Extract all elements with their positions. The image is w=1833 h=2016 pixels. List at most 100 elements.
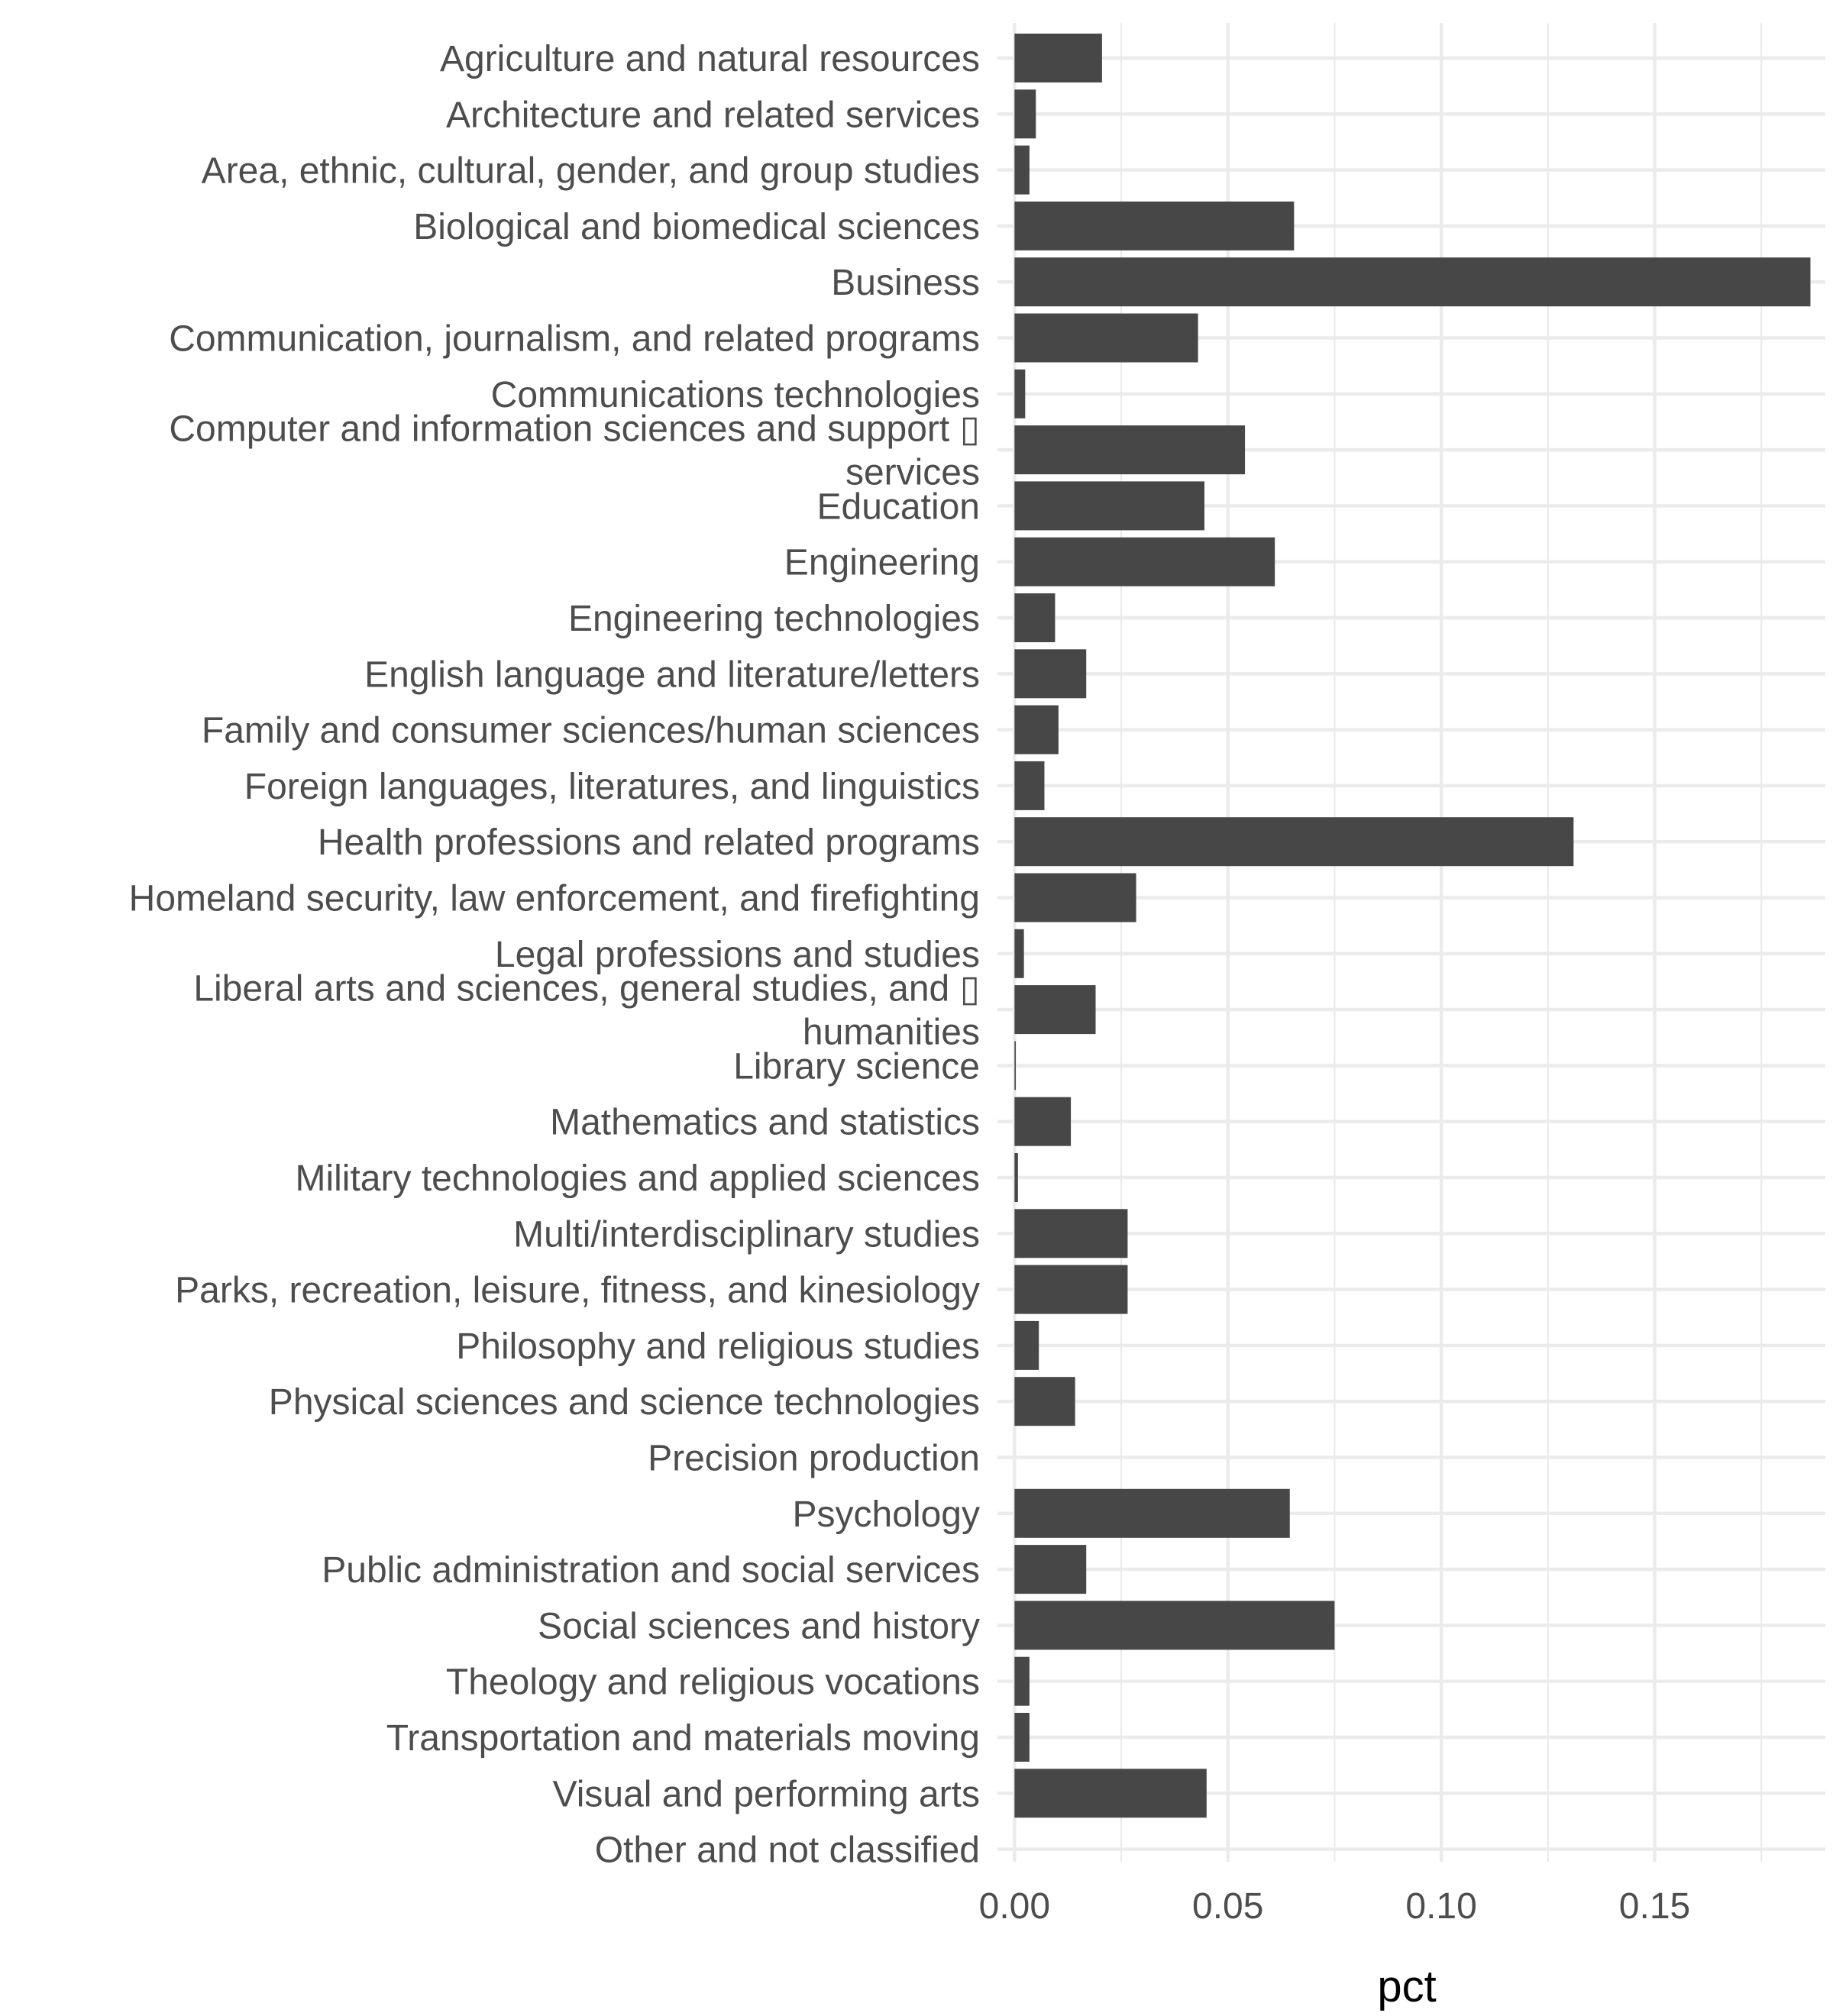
y-tick-label: Transportation and materials moving xyxy=(386,1718,980,1759)
bar xyxy=(1014,145,1030,195)
y-tick-label-line: Agriculture and natural resources xyxy=(440,39,980,79)
y-tick-label: Area, ethnic, cultural, gender, and grou… xyxy=(202,151,980,192)
bar xyxy=(1014,257,1811,307)
y-tick-label: Engineering xyxy=(784,543,980,583)
y-tick-label-line: Family and consumer sciences/human scien… xyxy=(202,711,980,751)
x-tick-label: 0.05 xyxy=(1192,1886,1263,1927)
bar xyxy=(1014,89,1036,139)
y-tick-label: Engineering technologies xyxy=(568,599,980,639)
x-tick-label: 0.10 xyxy=(1405,1886,1476,1927)
y-tick-label: Philosophy and religious studies xyxy=(456,1326,980,1367)
x-tick-label: 0.00 xyxy=(979,1886,1050,1927)
y-tick-label-line: Health professions and related programs xyxy=(318,822,980,863)
y-tick-label: Architecture and related services xyxy=(446,95,980,135)
y-tick-label-line: Liberal arts and sciences, general studi… xyxy=(193,969,980,1010)
bar xyxy=(1014,761,1045,810)
bar xyxy=(1014,1320,1039,1370)
y-tick-label-line: Homeland security, law enforcement, and … xyxy=(129,879,980,919)
y-tick-label-line: Communications technologies xyxy=(491,375,980,415)
bar xyxy=(1014,593,1056,642)
y-tick-label-line: Social sciences and history xyxy=(538,1606,980,1646)
y-tick-label-line: Computer and information sciences and su… xyxy=(169,409,980,450)
y-tick-label-line: Communication, journalism, and related p… xyxy=(169,319,980,360)
y-tick-label-line: services xyxy=(845,453,980,493)
y-tick-labels: Agriculture and natural resources Archite… xyxy=(129,39,980,1871)
y-tick-label-line: Area, ethnic, cultural, gender, and grou… xyxy=(202,151,980,192)
y-tick-label-line: Legal professions and studies xyxy=(495,935,980,975)
x-tick-label: 0.15 xyxy=(1619,1886,1690,1927)
bar xyxy=(1014,1769,1207,1818)
y-tick-label: Precision production xyxy=(648,1439,980,1479)
bar xyxy=(1014,705,1059,754)
y-tick-label-line: Library science xyxy=(733,1046,980,1087)
y-tick-label: Physical sciences and science technologi… xyxy=(269,1382,980,1423)
y-tick-label: Health professions and related programs xyxy=(318,822,980,863)
y-tick-label: Library science xyxy=(733,1046,980,1087)
bar xyxy=(1014,929,1024,978)
bar xyxy=(1014,313,1198,363)
bar xyxy=(1014,985,1096,1035)
bars xyxy=(1014,34,1811,1818)
y-tick-label-line: Mathematics and statistics xyxy=(550,1103,980,1143)
y-tick-label: Liberal arts and sciences, general studi… xyxy=(193,969,980,1053)
y-tick-label-line: Psychology xyxy=(793,1494,980,1535)
y-tick-label: Agriculture and natural resources xyxy=(440,39,980,79)
y-tick-label-line: Transportation and materials moving xyxy=(386,1718,980,1759)
y-tick-label: Psychology xyxy=(793,1494,980,1535)
y-tick-label-line: Theology and religious vocations xyxy=(446,1662,980,1703)
y-tick-label: English language and literature/letters xyxy=(364,654,980,695)
y-tick-label-line: Philosophy and religious studies xyxy=(456,1326,980,1367)
y-tick-label: Other and not classified xyxy=(595,1830,980,1871)
y-tick-label-line: Military technologies and applied scienc… xyxy=(295,1158,980,1199)
y-tick-label-line: Other and not classified xyxy=(595,1830,980,1871)
y-tick-label: Family and consumer sciences/human scien… xyxy=(202,711,980,751)
y-tick-label-line: Parks, recreation, leisure, fitness, and… xyxy=(175,1271,980,1311)
y-tick-label-line: humanities xyxy=(803,1013,980,1053)
y-tick-label: Education xyxy=(817,486,981,527)
y-tick-label: Social sciences and history xyxy=(538,1606,980,1646)
y-tick-label: Legal professions and studies xyxy=(495,935,980,975)
y-tick-label: Biological and biomedical sciences xyxy=(413,207,980,247)
bar xyxy=(1014,425,1246,475)
y-tick-label-line: Education xyxy=(817,486,981,527)
y-tick-label-line: Architecture and related services xyxy=(446,95,980,135)
bar xyxy=(1014,369,1026,418)
y-tick-label-line: Biological and biomedical sciences xyxy=(413,207,980,247)
bar xyxy=(1014,1377,1075,1426)
y-tick-label-line: Engineering xyxy=(784,543,980,583)
y-tick-label: Public administration and social service… xyxy=(322,1550,980,1591)
bar xyxy=(1014,817,1574,867)
y-tick-label-line: Foreign languages, literatures, and ling… xyxy=(244,767,980,807)
bar xyxy=(1014,1601,1335,1650)
y-tick-label-line: Business xyxy=(831,263,980,303)
bar xyxy=(1014,873,1136,922)
x-tick-labels: 0.00 0.05 0.10 0.15 xyxy=(979,1886,1691,1927)
bar xyxy=(1014,537,1275,586)
y-tick-label: Communications technologies xyxy=(491,375,980,415)
y-tick-label: Homeland security, law enforcement, and … xyxy=(129,879,980,919)
y-tick-label: Visual and performing arts xyxy=(553,1774,980,1814)
bar xyxy=(1014,1265,1128,1314)
bar xyxy=(1014,1713,1030,1762)
y-tick-label: Business xyxy=(831,263,980,303)
bar xyxy=(1014,201,1295,250)
bar xyxy=(1014,1041,1017,1090)
bar xyxy=(1014,1656,1030,1706)
bar xyxy=(1014,1488,1290,1538)
y-tick-label: Military technologies and applied scienc… xyxy=(295,1158,980,1199)
y-tick-label: Foreign languages, literatures, and ling… xyxy=(244,767,980,807)
y-tick-label: Communication, journalism, and related p… xyxy=(169,319,980,360)
bar xyxy=(1014,1097,1072,1146)
y-tick-label: Computer and information sciences and su… xyxy=(169,409,980,493)
y-tick-label: Theology and religious vocations xyxy=(446,1662,980,1703)
bar xyxy=(1014,649,1087,699)
y-tick-label-line: Precision production xyxy=(648,1439,980,1479)
y-tick-label-line: Engineering technologies xyxy=(568,599,980,639)
bar xyxy=(1014,1153,1018,1202)
y-tick-label: Parks, recreation, leisure, fitness, and… xyxy=(175,1271,980,1311)
bar xyxy=(1014,1545,1087,1594)
bar xyxy=(1014,34,1102,82)
bar xyxy=(1014,481,1204,531)
y-tick-label: Multi/interdisciplinary studies xyxy=(513,1214,980,1255)
